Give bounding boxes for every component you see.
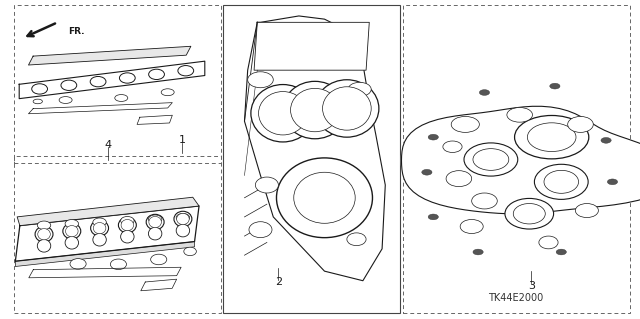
Ellipse shape [146, 214, 164, 230]
Ellipse shape [91, 220, 109, 236]
Ellipse shape [443, 141, 462, 152]
Ellipse shape [176, 224, 189, 237]
Polygon shape [28, 46, 191, 65]
Ellipse shape [177, 213, 189, 225]
Ellipse shape [149, 216, 161, 228]
Ellipse shape [507, 108, 532, 122]
Ellipse shape [184, 247, 196, 256]
Bar [223, 5, 400, 313]
Ellipse shape [451, 116, 479, 132]
Ellipse shape [120, 230, 134, 243]
Ellipse shape [568, 116, 593, 132]
Text: 2: 2 [275, 277, 282, 287]
Ellipse shape [294, 172, 355, 223]
Ellipse shape [70, 259, 86, 269]
Polygon shape [19, 61, 205, 99]
Ellipse shape [505, 198, 554, 229]
Ellipse shape [539, 236, 558, 249]
Ellipse shape [38, 229, 51, 240]
Ellipse shape [37, 221, 51, 229]
Ellipse shape [90, 77, 106, 87]
Ellipse shape [347, 233, 366, 246]
Ellipse shape [93, 223, 106, 234]
Ellipse shape [32, 84, 47, 94]
Ellipse shape [472, 193, 497, 209]
Bar [14, 5, 221, 163]
Ellipse shape [534, 164, 588, 199]
Ellipse shape [422, 169, 432, 175]
Ellipse shape [148, 69, 164, 79]
Ellipse shape [479, 90, 490, 95]
Ellipse shape [115, 94, 128, 101]
Ellipse shape [93, 234, 106, 246]
Ellipse shape [556, 249, 566, 255]
Text: TK44E2000: TK44E2000 [488, 293, 543, 303]
Ellipse shape [176, 213, 189, 222]
Ellipse shape [428, 134, 438, 140]
Ellipse shape [65, 236, 79, 249]
Polygon shape [254, 22, 369, 70]
Ellipse shape [161, 89, 174, 96]
Ellipse shape [148, 215, 162, 223]
Ellipse shape [446, 171, 472, 187]
Ellipse shape [515, 115, 589, 159]
Ellipse shape [251, 85, 315, 142]
Text: 3: 3 [528, 280, 534, 291]
Ellipse shape [315, 80, 379, 137]
Ellipse shape [323, 87, 371, 130]
Ellipse shape [460, 219, 483, 234]
Ellipse shape [473, 149, 509, 170]
Polygon shape [29, 267, 181, 278]
Ellipse shape [120, 73, 135, 83]
Ellipse shape [37, 240, 51, 252]
Polygon shape [17, 197, 199, 226]
Ellipse shape [63, 223, 81, 239]
Text: 1: 1 [179, 135, 186, 145]
Ellipse shape [513, 204, 545, 224]
Ellipse shape [120, 217, 134, 225]
Ellipse shape [148, 227, 162, 240]
Ellipse shape [607, 179, 618, 185]
Polygon shape [28, 103, 172, 114]
Ellipse shape [118, 217, 136, 233]
Ellipse shape [428, 214, 438, 220]
Ellipse shape [601, 137, 611, 143]
Text: FR.: FR. [68, 27, 85, 36]
Ellipse shape [121, 219, 134, 231]
Ellipse shape [110, 259, 127, 270]
Ellipse shape [93, 218, 106, 226]
Polygon shape [15, 206, 199, 261]
Ellipse shape [61, 80, 77, 91]
Ellipse shape [283, 81, 347, 139]
Ellipse shape [464, 143, 518, 176]
Ellipse shape [35, 226, 53, 242]
Polygon shape [141, 279, 177, 291]
Ellipse shape [174, 211, 192, 227]
Ellipse shape [59, 97, 72, 103]
Ellipse shape [550, 83, 560, 89]
Ellipse shape [473, 249, 483, 255]
Ellipse shape [259, 92, 307, 135]
Polygon shape [401, 106, 640, 214]
Polygon shape [15, 241, 195, 266]
Bar [403, 5, 630, 313]
Ellipse shape [575, 204, 598, 218]
Bar [14, 156, 221, 313]
Ellipse shape [348, 82, 371, 96]
Ellipse shape [255, 177, 278, 193]
Ellipse shape [65, 226, 78, 237]
Polygon shape [244, 16, 385, 281]
Ellipse shape [249, 222, 272, 238]
Ellipse shape [276, 158, 372, 238]
Ellipse shape [527, 123, 576, 152]
Ellipse shape [150, 254, 167, 265]
Text: 4: 4 [104, 140, 111, 150]
Ellipse shape [544, 170, 579, 193]
Polygon shape [137, 115, 172, 124]
Ellipse shape [33, 99, 42, 104]
Ellipse shape [248, 72, 273, 88]
Ellipse shape [65, 219, 79, 228]
Ellipse shape [178, 65, 194, 76]
Ellipse shape [291, 88, 339, 132]
